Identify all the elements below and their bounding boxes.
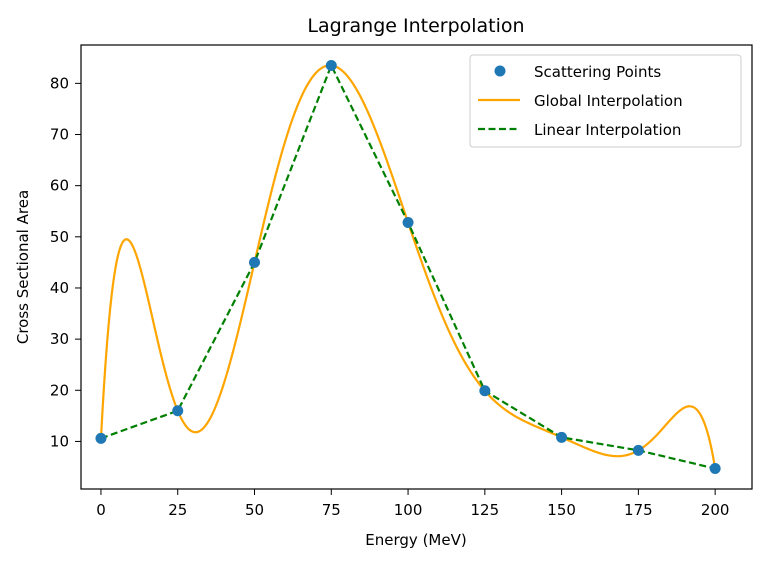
legend: Scattering Points Global Interpolation L… bbox=[469, 54, 742, 148]
legend-label-linear-interpolation: Linear Interpolation bbox=[534, 121, 681, 139]
x-tick-label: 175 bbox=[624, 501, 653, 519]
y-tick-label: 80 bbox=[50, 74, 69, 92]
y-tick-label: 30 bbox=[50, 330, 69, 348]
scattering-point bbox=[172, 405, 184, 417]
x-tick-label: 50 bbox=[245, 501, 264, 519]
scattering-point bbox=[325, 59, 337, 71]
y-tick-label: 70 bbox=[50, 126, 69, 144]
scattering-point bbox=[249, 256, 261, 268]
legend-marker-scattering-points bbox=[494, 65, 506, 77]
y-axis-label: Cross Sectional Area bbox=[14, 190, 32, 344]
x-tick-label: 200 bbox=[701, 501, 730, 519]
plot-area bbox=[95, 59, 721, 475]
x-tick-label: 100 bbox=[394, 501, 423, 519]
scattering-point bbox=[709, 463, 721, 475]
x-tick-label: 25 bbox=[168, 501, 187, 519]
scattering-point bbox=[479, 385, 491, 397]
x-axis-label: Energy (MeV) bbox=[365, 531, 466, 549]
legend-label-scattering-points: Scattering Points bbox=[534, 63, 661, 81]
x-tick-label: 75 bbox=[322, 501, 341, 519]
y-tick-label: 20 bbox=[50, 381, 69, 399]
x-tick-label: 125 bbox=[471, 501, 500, 519]
scattering-point bbox=[556, 431, 568, 443]
y-tick-label: 50 bbox=[50, 228, 69, 246]
y-axis: 10 20 30 40 50 60 70 80 bbox=[50, 74, 81, 450]
legend-label-global-interpolation: Global Interpolation bbox=[534, 92, 683, 110]
x-axis: 0 25 50 75 100 125 150 175 200 bbox=[96, 489, 729, 519]
legend-box bbox=[469, 54, 742, 148]
scattering-point bbox=[402, 216, 414, 228]
y-tick-label: 10 bbox=[50, 432, 69, 450]
y-tick-label: 60 bbox=[50, 177, 69, 195]
x-tick-label: 150 bbox=[547, 501, 576, 519]
chart-title: Lagrange Interpolation bbox=[307, 15, 524, 37]
y-tick-label: 40 bbox=[50, 279, 69, 297]
scattering-point bbox=[632, 444, 644, 456]
scattering-point bbox=[95, 432, 107, 444]
axes-frame bbox=[80, 44, 753, 490]
x-tick-label: 0 bbox=[96, 501, 106, 519]
